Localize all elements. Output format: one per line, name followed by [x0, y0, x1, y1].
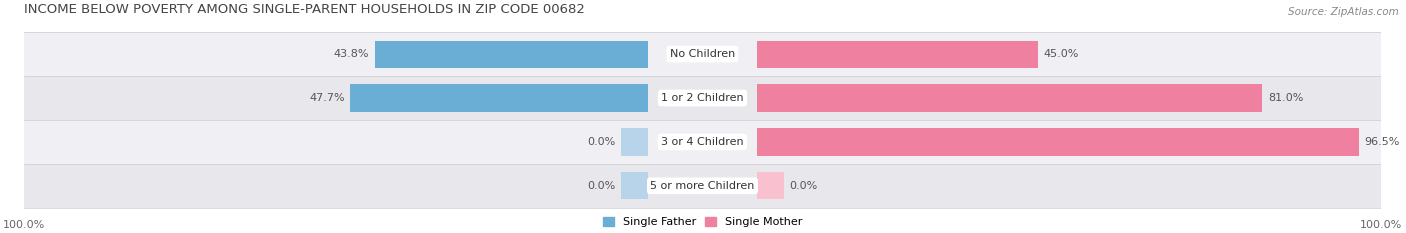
Bar [24, 120, 1381, 164]
Bar [350, 84, 648, 112]
Bar [621, 128, 648, 156]
Text: 3 or 4 Children: 3 or 4 Children [661, 137, 744, 147]
Bar [756, 128, 1360, 156]
Text: Source: ZipAtlas.com: Source: ZipAtlas.com [1288, 7, 1399, 17]
Text: 43.8%: 43.8% [333, 49, 370, 59]
Text: 96.5%: 96.5% [1365, 137, 1400, 147]
Text: 0.0%: 0.0% [588, 181, 616, 191]
Bar [756, 172, 785, 199]
Text: INCOME BELOW POVERTY AMONG SINGLE-PARENT HOUSEHOLDS IN ZIP CODE 00682: INCOME BELOW POVERTY AMONG SINGLE-PARENT… [24, 3, 585, 16]
Bar [24, 32, 1381, 76]
Bar [756, 41, 1038, 68]
Text: 1 or 2 Children: 1 or 2 Children [661, 93, 744, 103]
Text: 5 or more Children: 5 or more Children [651, 181, 755, 191]
Bar [756, 84, 1263, 112]
Text: No Children: No Children [669, 49, 735, 59]
Text: 0.0%: 0.0% [588, 137, 616, 147]
Legend: Single Father, Single Mother: Single Father, Single Mother [603, 217, 803, 227]
Text: 81.0%: 81.0% [1268, 93, 1303, 103]
Bar [375, 41, 648, 68]
Bar [621, 172, 648, 199]
Text: 0.0%: 0.0% [789, 181, 817, 191]
Bar [24, 164, 1381, 208]
Text: 45.0%: 45.0% [1043, 49, 1078, 59]
Bar [24, 76, 1381, 120]
Text: 47.7%: 47.7% [309, 93, 344, 103]
